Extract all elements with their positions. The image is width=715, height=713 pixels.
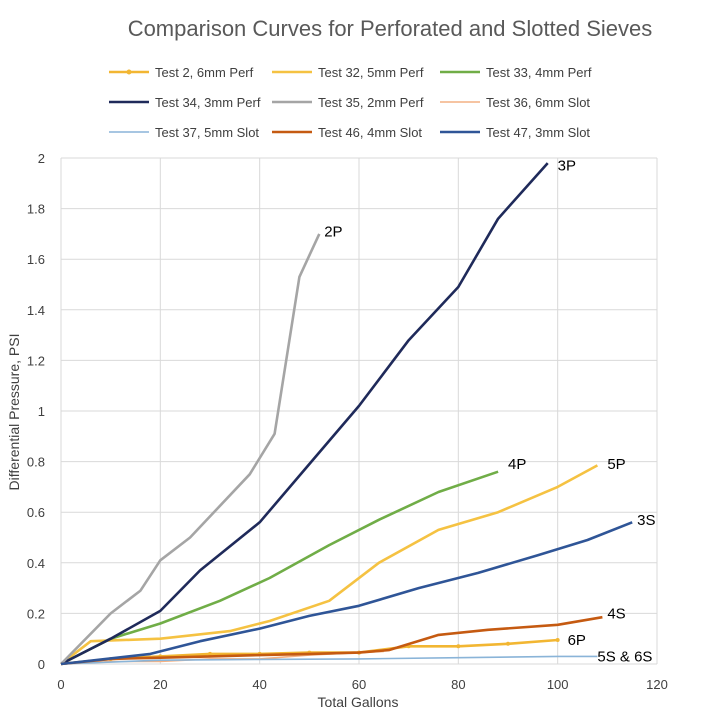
series-line-7 [60,615,603,666]
x-axis-title: Total Gallons [318,694,399,710]
y-tick-label: 1.8 [27,202,45,217]
legend-entry: Test 46, 4mm Slot [318,125,422,140]
series-point [555,637,560,642]
legend-entry: Test 34, 3mm Perf [155,95,261,110]
series-line-1 [60,464,599,666]
series-point [506,641,510,646]
annotation-label: 3S [637,512,655,529]
chart-title: Comparison Curves for Perforated and Slo… [127,16,653,41]
x-tick-label: 60 [352,677,366,692]
series-point [456,644,461,649]
series-lines [60,162,633,666]
series-line-6 [60,655,598,665]
tick-labels: 00.20.40.60.811.21.41.61.820 20 40 60 80 100 1… [27,151,668,692]
legend-entry: Test 33, 4mm Perf [486,65,592,80]
legend-marker [126,69,132,75]
y-tick-label: 2 [38,151,45,166]
y-tick-label: 0.4 [27,556,45,571]
annotations: 2P 3P 4P 5P 3S 4S 6P 5S & 6S [324,158,655,666]
legend-entry: Test 36, 6mm Slot [486,95,590,110]
x-tick-label: 40 [252,677,266,692]
annotation-label: 5S & 6S [597,648,652,665]
annotation-label: 6P [568,632,586,649]
series-line-2 [60,470,499,666]
legend-entry: Test 2, 6mm Perf [155,65,254,80]
y-tick-label: 0.6 [27,505,45,520]
y-axis-title: Differential Pressure, PSI [6,334,22,491]
legend-entry: Test 47, 3mm Slot [486,125,590,140]
annotation-label: 2P [324,223,342,240]
series-line-8 [60,521,633,666]
gridlines [60,157,658,665]
y-tick-label: 1.6 [27,252,45,267]
legend-entry: Test 32, 5mm Perf [318,65,424,80]
x-tick-label: 80 [451,677,465,692]
y-tick-label: 0.2 [27,606,45,621]
x-tick-label: 120 [646,677,668,692]
annotation-label: 5P [607,456,625,473]
y-tick-label: 0 [38,657,45,672]
x-tick-label: 100 [547,677,569,692]
series-line-4 [60,233,321,665]
annotation-label: 4P [508,456,526,473]
legend: Test 2, 6mm Perf Test 32, 5mm Perf Test 33… [109,65,592,140]
y-tick-label: 1 [38,404,45,419]
x-tick-label: 0 [57,677,64,692]
series-line-3 [60,162,549,666]
y-tick-label: 0.8 [27,455,45,470]
series-point [208,651,212,656]
y-tick-label: 1.4 [27,303,45,318]
x-tick-label: 20 [153,677,167,692]
legend-entry: Test 37, 5mm Slot [155,125,259,140]
annotation-label: 3P [558,158,576,175]
y-tick-label: 1.2 [27,353,45,368]
legend-entry: Test 35, 2mm Perf [318,95,424,110]
annotation-label: 4S [607,605,625,622]
